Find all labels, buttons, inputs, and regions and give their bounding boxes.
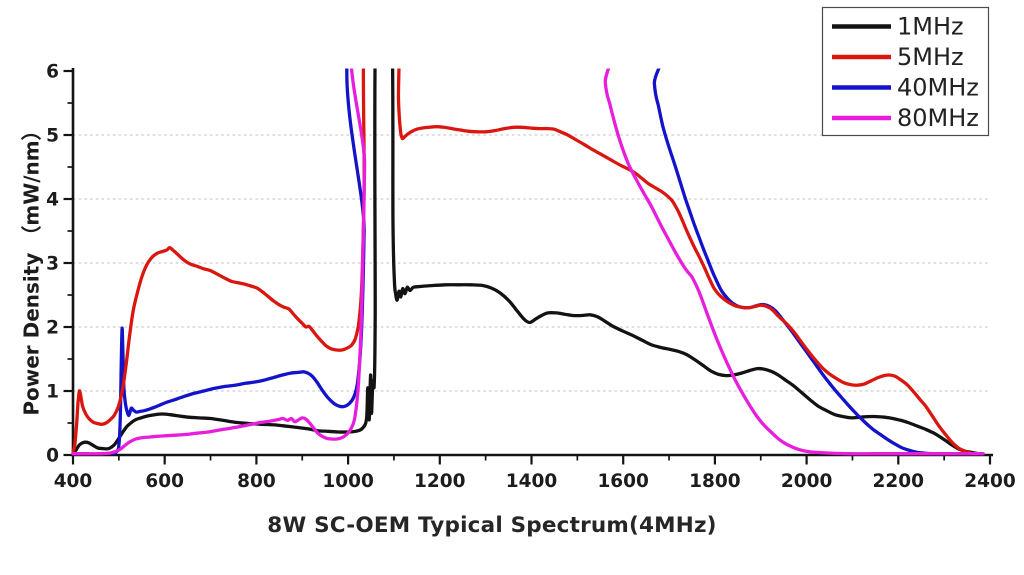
curve-5MHz [71,68,977,456]
legend-label-1MHz: 1MHz [897,13,964,41]
y-tick-label-6: 6 [46,62,59,83]
x-tick-label-1000: 1000 [322,471,374,492]
y-axis-title: Power Density （mW/nm） [19,120,44,416]
chart-title: 8W SC-OEM Typical Spectrum(4MHz) [267,513,717,538]
curve-80MHz [71,68,985,456]
y-tick-label-3: 3 [46,254,59,275]
curve-1MHz [71,68,981,456]
curve-40MHz [111,68,933,456]
legend-label-5MHz: 5MHz [897,43,964,71]
x-tick-label-800: 800 [237,471,276,492]
x-tick-label-2400: 2400 [964,471,1016,492]
y-tick-label-2: 2 [46,318,59,339]
x-tick-label-2200: 2200 [873,471,925,492]
x-tick-label-2000: 2000 [781,471,833,492]
legend-label-80MHz: 80MHz [897,104,979,132]
y-tick-label-1: 1 [46,382,59,403]
x-tick-label-1400: 1400 [506,471,558,492]
y-tick-label-0: 0 [46,446,59,467]
legend-label-40MHz: 40MHz [897,74,979,102]
x-tick-label-1800: 1800 [689,471,741,492]
x-tick-label-600: 600 [145,471,184,492]
x-tick-label-1200: 1200 [414,471,466,492]
y-tick-label-4: 4 [46,190,59,211]
x-tick-label-400: 400 [54,471,93,492]
x-tick-label-1600: 1600 [597,471,649,492]
legend-box [821,6,990,137]
y-tick-label-5: 5 [46,126,59,147]
